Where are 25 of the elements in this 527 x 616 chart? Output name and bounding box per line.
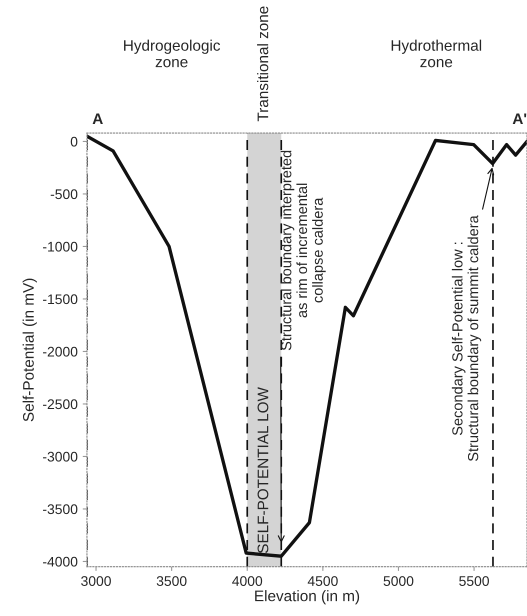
y-tick-label: -4000 xyxy=(43,556,78,567)
text: A' xyxy=(512,113,526,124)
x-tick-label: 5500 xyxy=(459,576,489,586)
y-tick-label: -3000 xyxy=(43,452,78,462)
x-tick-label: 5000 xyxy=(384,576,414,586)
text: Transitional zone xyxy=(257,6,268,122)
annotation: Structural boundary interpreted as rim of incremental collapse caldera xyxy=(280,150,326,350)
x-axis-title: Elevation (in m) xyxy=(255,590,360,604)
y-tick-label: -2000 xyxy=(43,346,78,357)
y-tick-label: -3500 xyxy=(43,504,78,514)
band-label: SELF-POTENTIAL LOW xyxy=(258,387,268,554)
x-tick-label: 4500 xyxy=(308,576,338,586)
y-tick-label: -2500 xyxy=(43,399,78,410)
x-tick-label: 3000 xyxy=(81,576,111,586)
y-axis-title: Self-Potential (in mV) xyxy=(22,278,37,422)
y-tick-label: -1500 xyxy=(43,294,78,304)
annotation: Secondary Self-Potential low : Structural boundary of summit caldera xyxy=(452,215,482,462)
x-tick-label: 4000 xyxy=(232,576,262,586)
text: Hydrothermal zone xyxy=(392,40,482,68)
y-tick-label: 0 xyxy=(70,136,78,147)
text: Hydrogeologic zone xyxy=(124,40,220,68)
y-tick-label: -500 xyxy=(50,189,78,200)
text: A xyxy=(92,113,103,124)
y-tick-label: -1000 xyxy=(43,242,78,252)
x-tick-label: 3500 xyxy=(156,576,187,586)
